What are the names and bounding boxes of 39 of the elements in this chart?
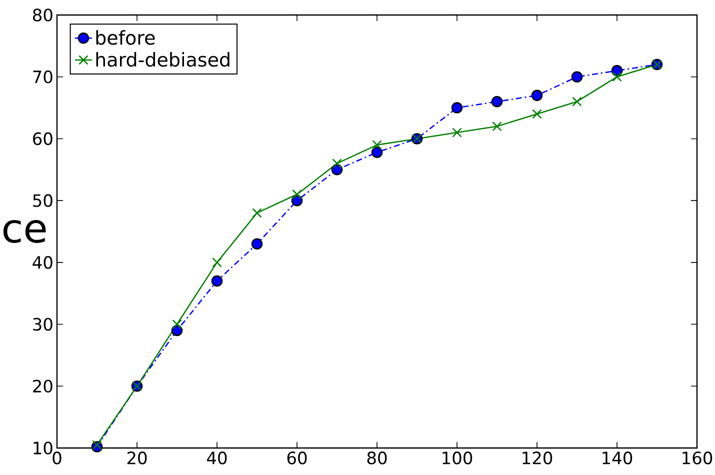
y-tick-label: 50 — [33, 194, 52, 207]
point — [532, 109, 542, 119]
x-tick-label: 160 — [682, 452, 712, 464]
point — [452, 128, 462, 138]
x-tick-label: 0 — [52, 452, 62, 464]
text: ce — [3, 220, 46, 243]
point — [491, 96, 503, 108]
point — [531, 90, 543, 102]
point — [332, 158, 342, 168]
y-tick-label: 70 — [33, 70, 52, 84]
y-tick-label: 40 — [32, 256, 52, 269]
point — [371, 146, 383, 158]
point — [211, 275, 223, 287]
legend-label: before — [96, 30, 155, 45]
y-tick-label: 10 — [34, 442, 52, 454]
x-tick-label: 40 — [207, 452, 227, 464]
point — [572, 96, 582, 106]
point — [492, 121, 502, 132]
x-tick-label: 20 — [127, 452, 147, 464]
point — [292, 189, 302, 200]
x-tick-label: 120 — [522, 452, 552, 464]
point — [372, 140, 382, 150]
point — [451, 102, 463, 114]
point — [92, 440, 102, 450]
point — [251, 238, 263, 250]
point — [212, 258, 222, 268]
x-tick-label: 60 — [287, 452, 307, 464]
legend-label: hard-debiased — [96, 52, 230, 67]
point — [571, 71, 583, 83]
x-tick-label: 80 — [367, 452, 387, 464]
y-tick-label: 80 — [33, 8, 52, 22]
x-tick-label: 140 — [602, 452, 632, 464]
point — [172, 319, 182, 330]
y-tick-label: 60 — [33, 132, 52, 146]
y-tick-label: 20 — [33, 380, 52, 393]
point — [252, 208, 262, 218]
x-tick-label: 100 — [442, 452, 472, 464]
y-tick-label: 30 — [33, 318, 52, 331]
point — [612, 72, 622, 82]
